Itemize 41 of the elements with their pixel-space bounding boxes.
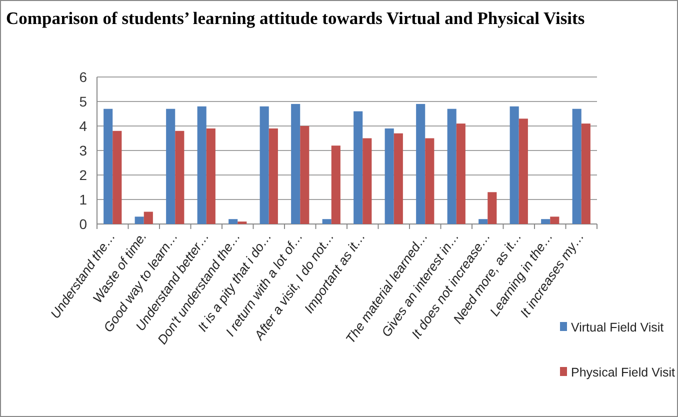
bar [260,106,269,224]
bar [112,130,122,224]
y-tick-label: 2 [79,166,88,183]
bar [144,212,153,224]
bar [291,104,300,224]
bar [228,219,238,224]
y-tick-label: 0 [79,216,88,232]
bar [268,128,278,224]
bar [510,106,519,224]
bar [447,108,456,224]
y-tick-label: 4 [79,118,88,134]
bar [206,128,216,224]
y-tick-label: 1 [79,191,88,208]
bar [416,104,426,224]
bar [300,126,310,224]
bar [425,138,434,224]
bar [134,216,144,224]
bar [354,111,363,224]
bar [384,128,394,224]
bar [518,118,528,224]
bar [362,138,372,224]
bar [541,219,550,224]
y-tick-label: 3 [79,142,88,158]
bar [322,219,332,224]
bar [104,108,113,224]
bar [197,106,206,224]
y-tick-label: 5 [79,93,88,110]
bar [456,124,466,224]
y-tick-label: 6 [79,68,88,85]
bar [488,192,497,224]
bar [581,124,590,224]
bar [331,146,340,224]
chart-title: Comparison of students’ learning attitude towards Virtual and Physical Visits [6,8,585,28]
legend-label: Virtual Field Visit [571,320,664,334]
legend-label: Physical Field Visit [571,365,676,380]
bar [572,108,582,224]
bar [166,108,176,224]
bar [478,219,488,224]
bar [175,130,184,224]
bar [550,216,560,224]
bar [394,133,403,224]
